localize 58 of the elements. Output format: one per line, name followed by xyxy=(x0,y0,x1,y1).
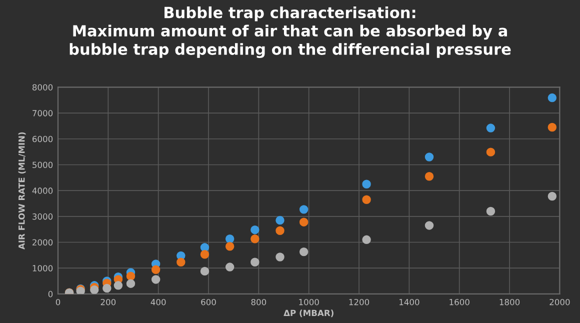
point xyxy=(548,93,557,102)
point xyxy=(299,218,308,226)
point xyxy=(126,272,136,280)
point xyxy=(362,180,371,188)
chart-title: Bubble trap characterisation: Maximum amount of air that can be absorbed by a bubble trap depending on the differencial pressure xyxy=(70,6,511,58)
point xyxy=(276,226,284,235)
point xyxy=(299,247,308,256)
point xyxy=(126,279,136,288)
x-tick-label: 400 xyxy=(150,298,166,306)
point xyxy=(151,265,160,274)
point xyxy=(151,275,160,284)
point xyxy=(362,195,371,204)
point xyxy=(276,252,284,262)
y-tick-label: 3000 xyxy=(32,213,53,220)
point xyxy=(548,122,557,132)
y-axis-title: AIR FLOW RATE (ML/MIN) xyxy=(18,132,26,250)
x-tick-label: 800 xyxy=(251,298,266,306)
x-tick-label: 1000 xyxy=(299,298,319,306)
point xyxy=(250,225,260,234)
y-tick-label: 6000 xyxy=(32,136,53,142)
x-tick-label: 600 xyxy=(201,298,216,306)
x-tick-label: 1800 xyxy=(500,298,520,306)
point xyxy=(250,234,260,244)
y-tick-label: 5000 xyxy=(32,162,53,168)
point xyxy=(424,152,434,162)
point xyxy=(176,258,186,267)
y-tick-label: 7000 xyxy=(32,110,53,116)
y-tick-label: 8000 xyxy=(32,84,53,90)
point xyxy=(200,250,210,259)
point xyxy=(486,148,496,156)
point xyxy=(200,243,210,252)
point xyxy=(250,258,260,267)
x-tick-label: 200 xyxy=(100,298,116,306)
point xyxy=(424,221,434,230)
point xyxy=(225,262,234,272)
point xyxy=(362,235,371,244)
y-tick-label: 4000 xyxy=(32,188,53,194)
x-tick-label: 1600 xyxy=(450,298,470,306)
x-tick-label: 2000 xyxy=(550,298,570,306)
x-axis-title: ΔP (MBAR) xyxy=(284,310,334,318)
point xyxy=(200,266,210,276)
y-tick-label: 0 xyxy=(48,290,53,298)
point xyxy=(486,124,496,132)
point xyxy=(548,192,557,201)
point xyxy=(424,172,434,181)
point xyxy=(90,285,99,294)
point xyxy=(114,281,123,290)
point xyxy=(225,234,234,244)
y-tick-label: 2000 xyxy=(32,239,53,246)
x-tick-label: 0 xyxy=(56,298,60,306)
point xyxy=(299,205,308,214)
y-tick-label: 1000 xyxy=(32,265,53,272)
x-tick-label: 1400 xyxy=(400,298,420,306)
x-tick-label: 1200 xyxy=(349,298,370,306)
point xyxy=(102,284,112,293)
point xyxy=(486,206,496,216)
point xyxy=(276,216,284,225)
point xyxy=(225,242,234,251)
